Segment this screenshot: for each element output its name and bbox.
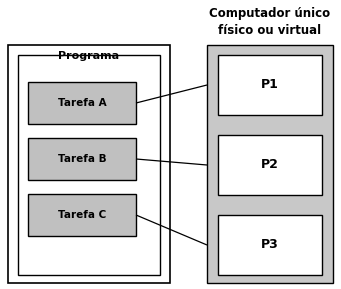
Bar bbox=[18, 55, 160, 275]
Bar bbox=[218, 55, 322, 115]
Text: P1: P1 bbox=[261, 79, 279, 92]
Bar bbox=[218, 215, 322, 275]
Text: Tarefa B: Tarefa B bbox=[58, 154, 106, 164]
Bar bbox=[218, 135, 322, 195]
Text: P2: P2 bbox=[261, 158, 279, 171]
Text: Tarefa C: Tarefa C bbox=[58, 210, 106, 220]
Text: Programa: Programa bbox=[58, 51, 120, 61]
Bar bbox=[8, 45, 170, 283]
Bar bbox=[28, 82, 136, 124]
Bar bbox=[207, 45, 333, 283]
Text: Tarefa A: Tarefa A bbox=[58, 98, 106, 108]
Bar bbox=[28, 138, 136, 180]
Bar bbox=[28, 194, 136, 236]
Text: Computador único
físico ou virtual: Computador único físico ou virtual bbox=[209, 8, 330, 36]
Text: P3: P3 bbox=[261, 238, 279, 251]
